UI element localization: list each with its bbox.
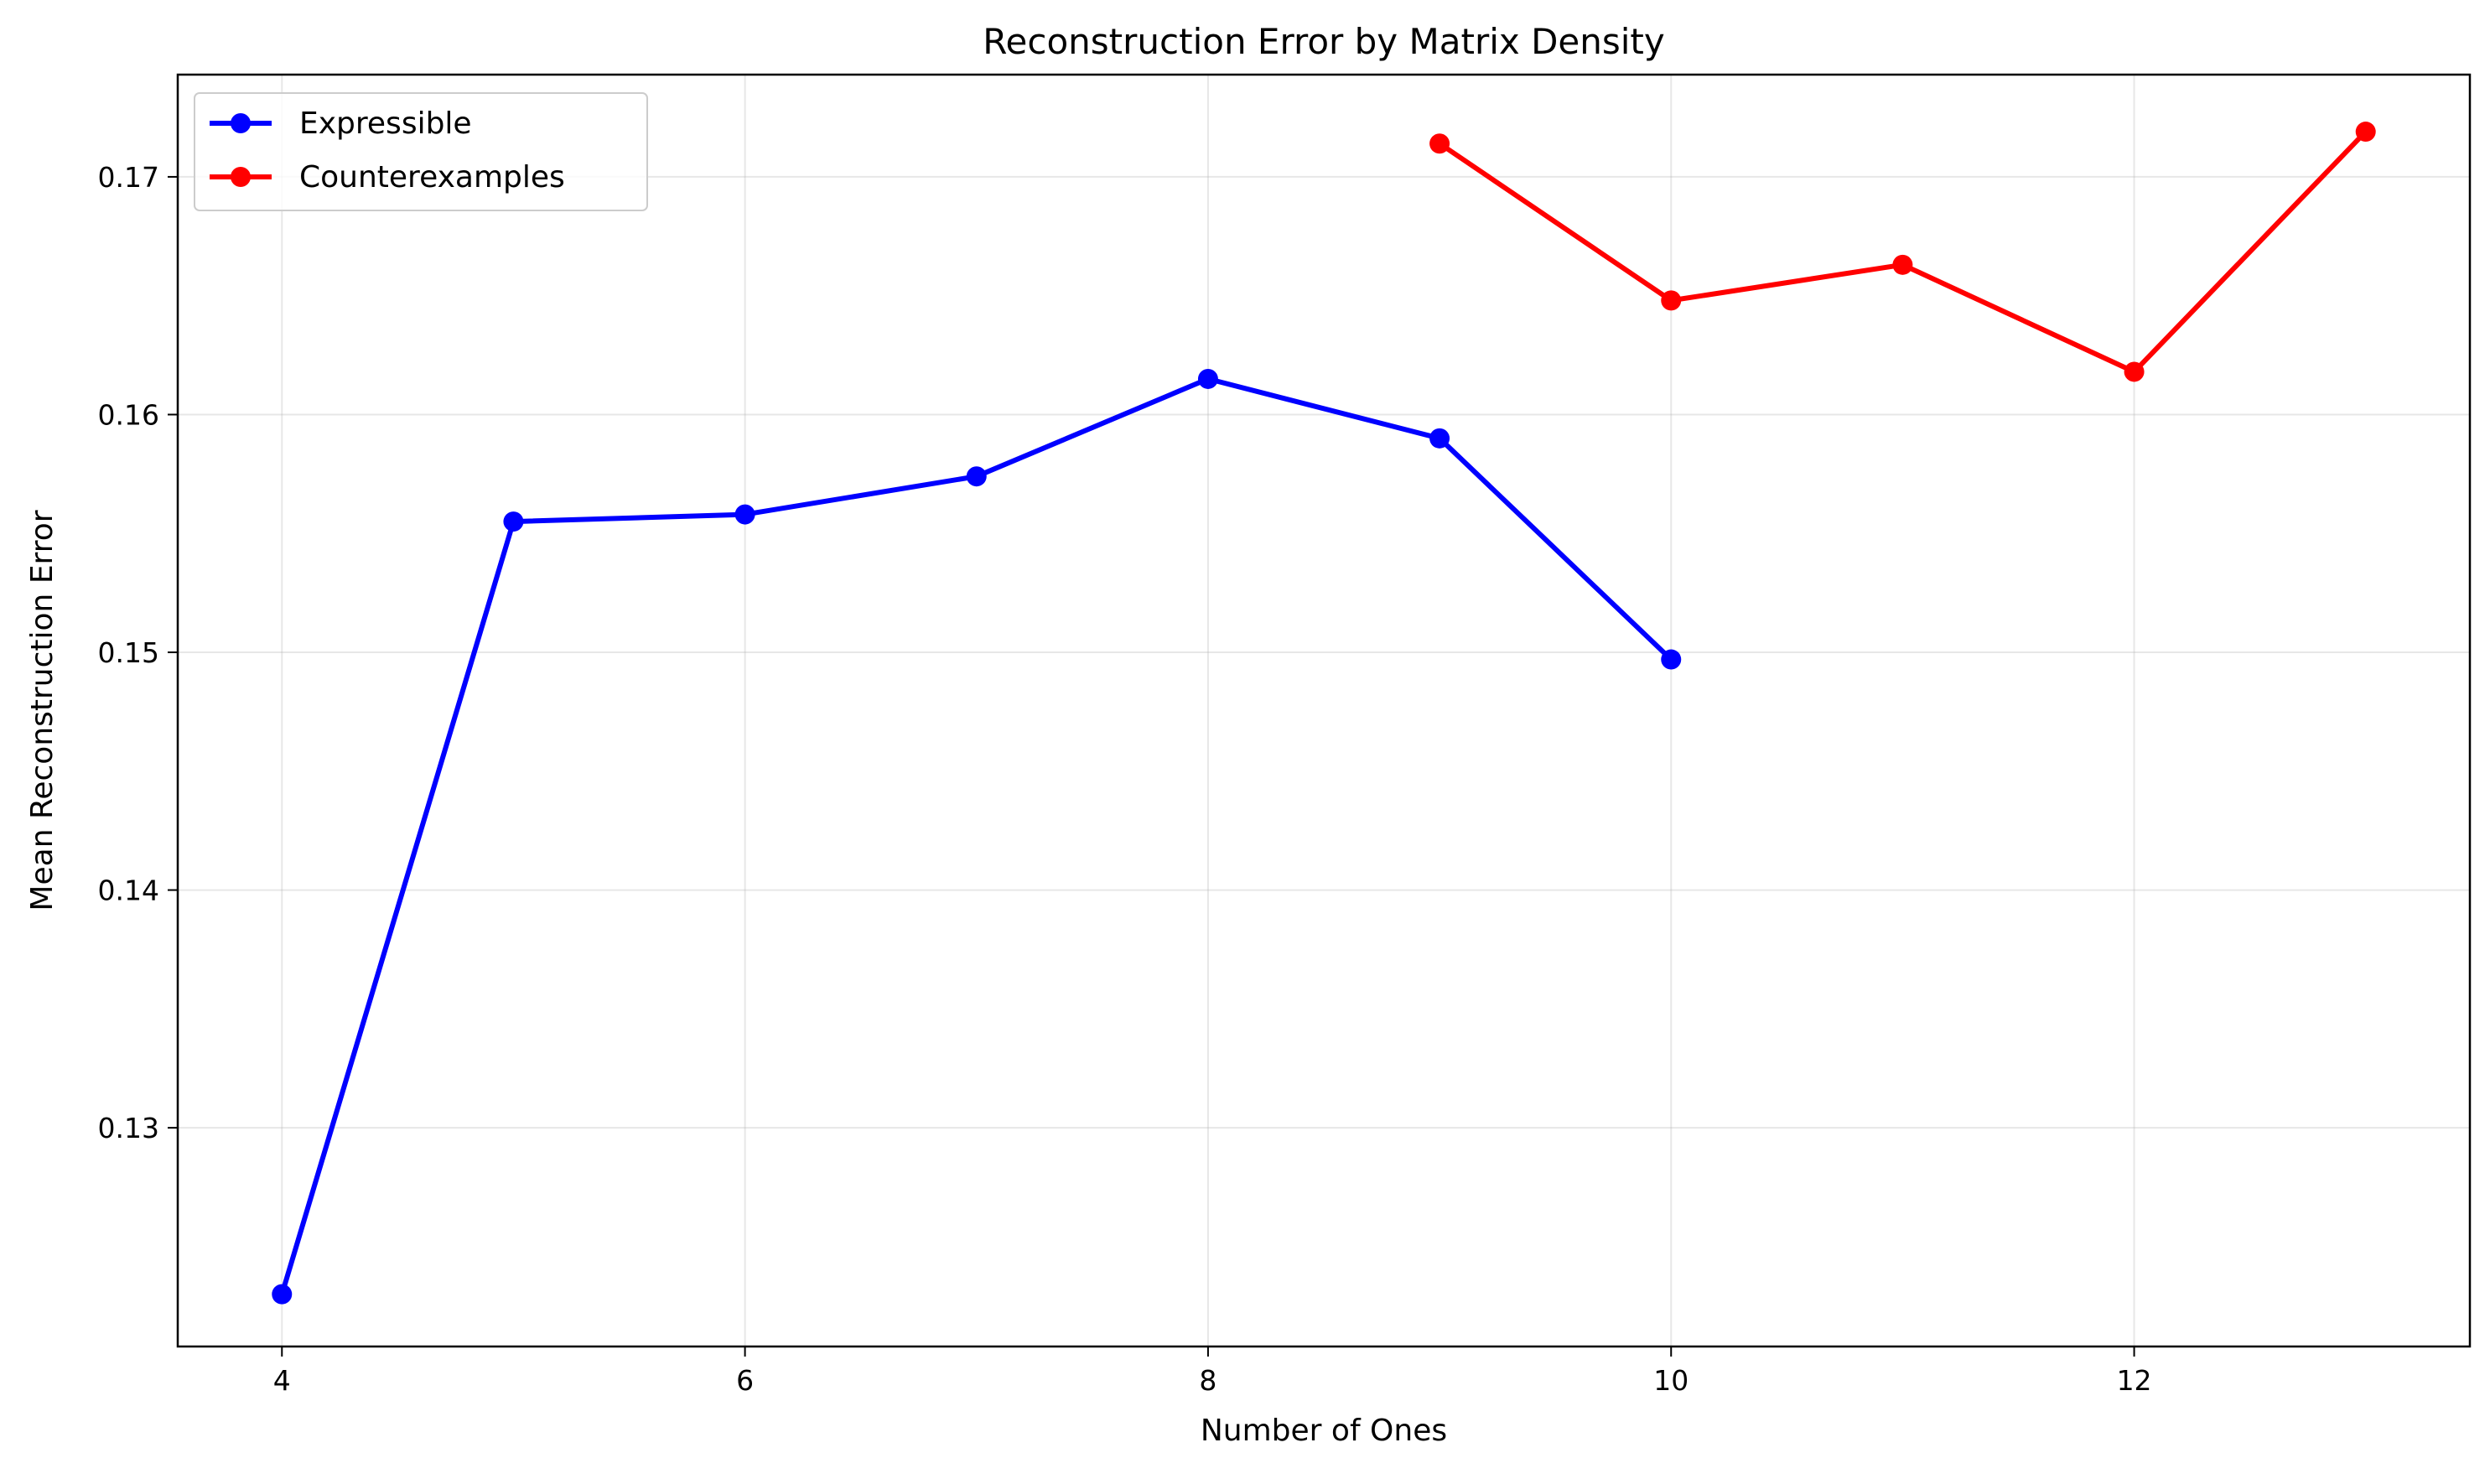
ticks: 4 6 8 10 12 0.13 0.14 0.15 0.16 0.17 [98,161,2152,1397]
data-point-expressible [1197,368,1218,389]
data-point-counterexamples [2355,122,2376,143]
x-tick-label: 8 [1199,1364,1216,1397]
data-point-expressible [503,511,524,532]
grid [178,75,2470,1346]
legend-box [194,92,648,211]
data-point-expressible [734,504,755,525]
y-tick-label: 0.16 [98,398,159,431]
data-point-expressible [272,1284,293,1305]
series-group [272,122,2376,1305]
data-point-expressible [1661,649,1682,670]
x-tick-label: 6 [736,1364,754,1397]
x-axis-label: Number of Ones [1201,1414,1447,1448]
data-point-expressible [966,466,987,487]
x-tick-label: 10 [1653,1364,1689,1397]
y-tick-label: 0.17 [98,161,159,194]
plot-frame [176,73,2472,1348]
y-axis-label: Mean Reconstruction Error [25,510,60,911]
y-tick-label: 0.15 [98,636,159,669]
chart-title: Reconstruction Error by Matrix Density [983,21,1665,62]
y-tick-label: 0.13 [98,1112,159,1144]
legend-marker-counterexamples [231,167,251,187]
data-point-counterexamples [2124,361,2145,382]
legend-label-expressible: Expressible [299,106,472,141]
data-point-counterexamples [1892,254,1913,275]
legend: Expressible Counterexamples [194,92,648,211]
x-tick-label: 12 [2117,1364,2152,1397]
legend-marker-expressible [231,113,251,133]
y-tick-label: 0.14 [98,874,159,907]
legend-label-counterexamples: Counterexamples [299,160,565,195]
data-point-counterexamples [1429,133,1450,154]
data-point-counterexamples [1661,290,1682,311]
data-point-expressible [1429,428,1450,449]
x-tick-label: 4 [273,1364,291,1397]
